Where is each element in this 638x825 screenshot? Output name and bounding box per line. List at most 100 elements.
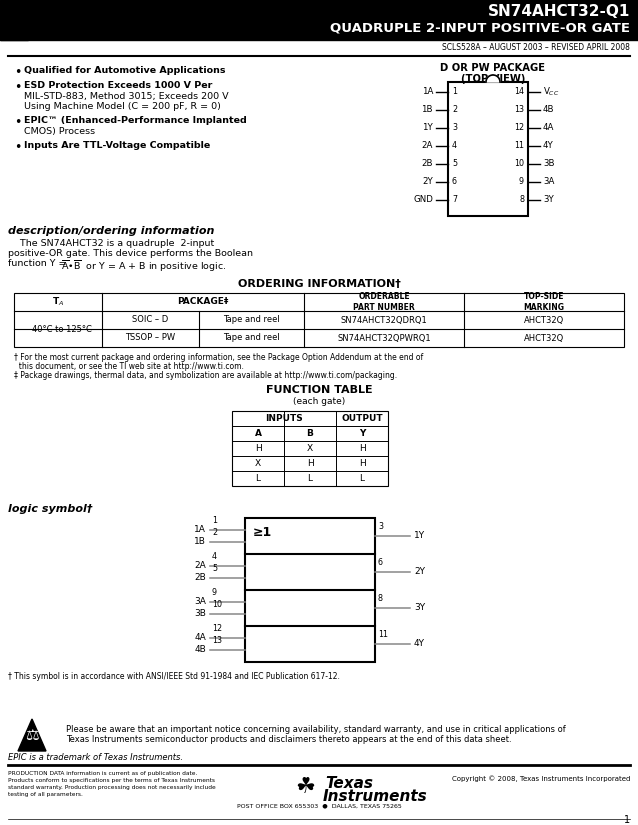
Text: POST OFFICE BOX 655303  ●  DALLAS, TEXAS 75265: POST OFFICE BOX 655303 ● DALLAS, TEXAS 7… (237, 803, 401, 808)
Text: •: • (14, 116, 22, 129)
Bar (232, 411, 388, 486)
Text: (each gate): (each gate) (293, 397, 345, 406)
Text: positive-OR gate. This device performs the Boolean: positive-OR gate. This device performs t… (8, 249, 253, 258)
Text: 3B: 3B (194, 610, 206, 619)
Text: Using Machine Model (C = 200 pF, R = 0): Using Machine Model (C = 200 pF, R = 0) (24, 102, 221, 111)
Text: ORDERABLE
PART NUMBER: ORDERABLE PART NUMBER (353, 292, 415, 312)
Text: •: • (14, 81, 22, 94)
Text: 4: 4 (212, 552, 217, 561)
Text: 11: 11 (514, 142, 524, 150)
Bar (245, 518, 375, 662)
Text: SOIC – D: SOIC – D (132, 315, 168, 324)
Bar (0, 0, 638, 40)
Text: 10: 10 (514, 159, 524, 168)
Text: 1A: 1A (422, 87, 433, 97)
Bar (14, 293, 624, 347)
Text: TOP-SIDE
MARKING: TOP-SIDE MARKING (524, 292, 565, 312)
Text: 3A: 3A (543, 177, 554, 186)
Text: X: X (255, 459, 261, 468)
Text: description/ordering information: description/ordering information (8, 226, 214, 236)
Text: 3Y: 3Y (543, 196, 554, 205)
Text: testing of all parameters.: testing of all parameters. (8, 792, 83, 797)
Text: 1B: 1B (422, 106, 433, 115)
Text: 2: 2 (212, 528, 217, 537)
Text: (TOP VIEW): (TOP VIEW) (461, 74, 525, 84)
Text: H: H (307, 459, 313, 468)
Text: ORDERING INFORMATION†: ORDERING INFORMATION† (237, 279, 401, 289)
Text: H: H (359, 444, 366, 453)
Text: ESD Protection Exceeds 1000 V Per: ESD Protection Exceeds 1000 V Per (24, 81, 212, 90)
Text: PRODUCTION DATA information is current as of publication date.: PRODUCTION DATA information is current a… (8, 771, 197, 776)
Text: 1: 1 (452, 87, 457, 97)
Text: 1A: 1A (194, 526, 206, 535)
Polygon shape (0, 0, 28, 40)
Text: 4: 4 (452, 142, 457, 150)
Text: EPIC™ (Enhanced-Performance Implanted: EPIC™ (Enhanced-Performance Implanted (24, 116, 247, 125)
Text: 1: 1 (624, 815, 630, 825)
Text: H: H (255, 444, 262, 453)
Text: L: L (255, 474, 260, 483)
Text: 2Y: 2Y (414, 568, 425, 577)
Text: ≥1: ≥1 (253, 526, 272, 539)
Text: −40°C to 125°C: −40°C to 125°C (24, 324, 91, 333)
Text: 1Y: 1Y (422, 124, 433, 133)
Text: 1B: 1B (194, 538, 206, 546)
Text: 1Y: 1Y (414, 531, 425, 540)
Text: Tape and reel: Tape and reel (223, 333, 280, 342)
Text: 3A: 3A (194, 597, 206, 606)
Text: 7: 7 (452, 196, 457, 205)
Text: 2B: 2B (194, 573, 206, 582)
Text: TSSOP – PW: TSSOP – PW (126, 333, 175, 342)
Text: •: • (14, 141, 22, 154)
Text: CMOS) Process: CMOS) Process (24, 127, 95, 136)
Text: 2B: 2B (422, 159, 433, 168)
Text: •: • (14, 66, 22, 79)
Text: 11: 11 (378, 630, 388, 639)
Text: 5: 5 (452, 159, 457, 168)
Text: Y: Y (359, 429, 365, 438)
Text: GND: GND (413, 196, 433, 205)
Text: SN74AHCT32-Q1: SN74AHCT32-Q1 (487, 4, 630, 20)
Text: 8: 8 (519, 196, 524, 205)
Text: Inputs Are TTL-Voltage Compatible: Inputs Are TTL-Voltage Compatible (24, 141, 211, 150)
Text: A: A (255, 429, 262, 438)
Text: H: H (359, 459, 366, 468)
Text: MIL-STD-883, Method 3015; Exceeds 200 V: MIL-STD-883, Method 3015; Exceeds 200 V (24, 92, 228, 101)
Text: L: L (308, 474, 313, 483)
Text: Copyright © 2008, Texas Instruments Incorporated: Copyright © 2008, Texas Instruments Inco… (452, 775, 630, 781)
Text: function Y =: function Y = (8, 259, 70, 268)
Text: 6: 6 (378, 558, 383, 567)
Text: 3: 3 (452, 124, 457, 133)
Text: logic symbol†: logic symbol† (8, 504, 93, 514)
Text: 4Y: 4Y (414, 639, 425, 648)
Text: QUADRUPLE 2-INPUT POSITIVE-OR GATE: QUADRUPLE 2-INPUT POSITIVE-OR GATE (330, 21, 630, 35)
Text: 13: 13 (514, 106, 524, 115)
Text: 6: 6 (452, 177, 457, 186)
Text: SN74AHCT32QDRQ1: SN74AHCT32QDRQ1 (341, 315, 427, 324)
Text: OUTPUT: OUTPUT (341, 414, 383, 423)
Text: 4Y: 4Y (543, 142, 554, 150)
Text: 4A: 4A (543, 124, 554, 133)
Text: 3Y: 3Y (414, 604, 425, 612)
Text: this document, or see the TI web site at http://www.ti.com.: this document, or see the TI web site at… (14, 362, 244, 371)
Text: 4A: 4A (194, 634, 206, 643)
Text: 13: 13 (212, 636, 222, 645)
Bar (448, 82, 528, 216)
Text: Tape and reel: Tape and reel (223, 315, 280, 324)
Text: PACKAGE‡: PACKAGE‡ (177, 298, 228, 307)
Text: EPIC is a trademark of Texas Instruments.: EPIC is a trademark of Texas Instruments… (8, 753, 183, 762)
Text: 14: 14 (514, 87, 524, 97)
Polygon shape (18, 719, 46, 751)
Polygon shape (486, 75, 500, 82)
Text: Please be aware that an important notice concerning availability, standard warra: Please be aware that an important notice… (66, 725, 566, 734)
Text: Qualified for Automotive Applications: Qualified for Automotive Applications (24, 66, 225, 75)
Text: 3B: 3B (543, 159, 554, 168)
Text: 9: 9 (212, 588, 217, 597)
Text: B: B (307, 429, 313, 438)
Text: Products conform to specifications per the terms of Texas Instruments: Products conform to specifications per t… (8, 778, 215, 783)
Text: L: L (359, 474, 364, 483)
Text: 9: 9 (519, 177, 524, 186)
Text: 10: 10 (212, 600, 222, 609)
Text: 5: 5 (212, 564, 217, 573)
Text: The SN74AHCT32 is a quadruple  2-input: The SN74AHCT32 is a quadruple 2-input (8, 239, 214, 248)
